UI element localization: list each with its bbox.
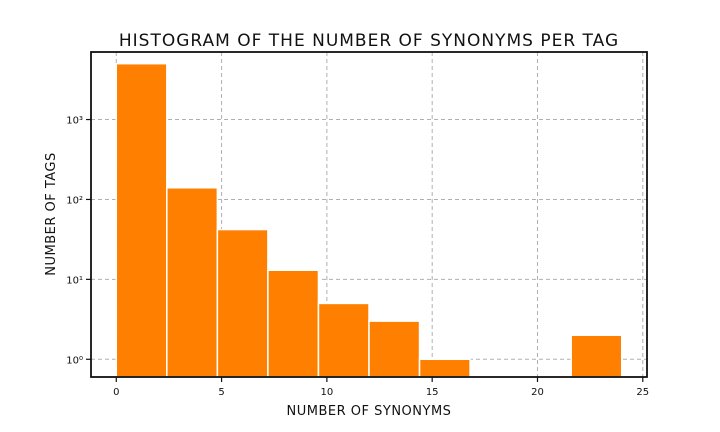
y-tick-label: 10¹ <box>66 275 83 286</box>
bars-layer <box>115 62 623 378</box>
histogram-bar <box>570 334 623 378</box>
plot-frame <box>90 51 648 378</box>
y-axis-label: Number of tags <box>44 152 59 276</box>
histogram-bar <box>267 269 320 378</box>
x-axis-label: Number of synonyms <box>287 404 452 419</box>
y-tick-label: 10³ <box>66 116 83 127</box>
y-ticks: 10⁰ 10¹ 10² 10³ <box>66 116 91 366</box>
x-ticks: 0 5 10 15 20 25 <box>113 377 649 398</box>
histogram-bar <box>216 228 269 378</box>
x-tick-label: 20 <box>531 387 544 398</box>
histogram-bar <box>166 187 219 378</box>
chart-title: Histogram of the number of synonyms per … <box>119 31 619 51</box>
histogram-bar <box>418 358 471 378</box>
x-tick-label: 5 <box>218 387 224 398</box>
x-tick-label: 25 <box>636 387 649 398</box>
x-tick-label: 10 <box>321 387 334 398</box>
y-tick-label: 10² <box>66 195 83 206</box>
histogram-bar <box>368 320 421 378</box>
y-tick-label: 10⁰ <box>66 355 83 366</box>
x-tick-label: 0 <box>113 387 119 398</box>
histogram-bar <box>317 302 370 378</box>
x-tick-label: 15 <box>426 387 439 398</box>
histogram-bar <box>115 62 168 378</box>
